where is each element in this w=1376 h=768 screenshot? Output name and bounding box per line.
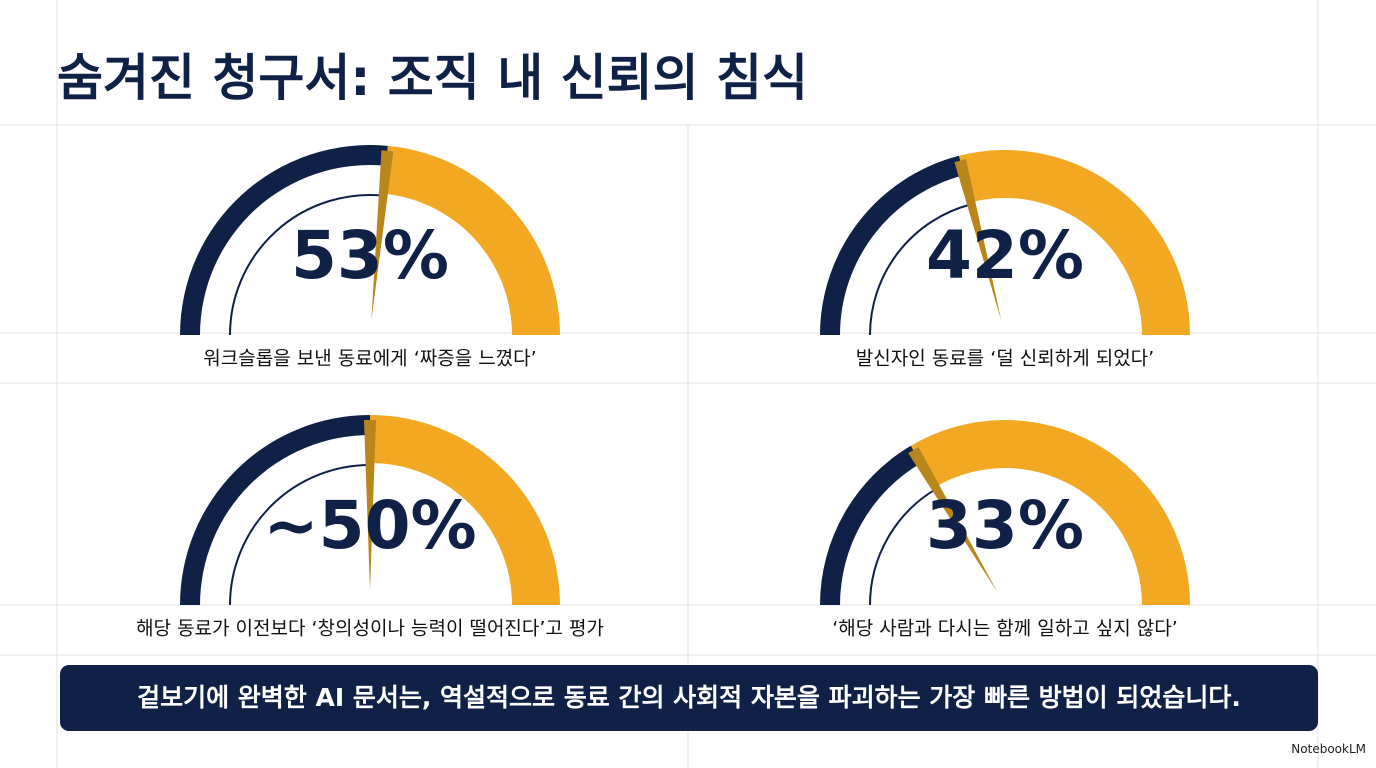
gauge-value-arc (180, 144, 388, 335)
title: 숨겨진 청구서: 조직 내 신뢰의 침식 (57, 49, 808, 107)
gauge-inner-ring (869, 203, 972, 336)
gauge-caption: ‘해당 사람과 다시는 함께 일하고 싶지 않다’ (832, 618, 1177, 640)
banner-box (60, 665, 1318, 731)
gauge-needle (371, 150, 394, 321)
gauge-value-arc (820, 155, 964, 335)
gauge-value-arc (820, 445, 922, 605)
gauge-caption: 발신자인 동료를 ‘덜 신뢰하게 되었다’ (856, 348, 1154, 370)
gauge-needle (364, 420, 376, 590)
gauge-remainder-arc (958, 150, 1190, 335)
gauge-value-label: 42% (926, 217, 1084, 294)
banner-text: 겉보기에 완벽한 AI 문서는, 역설적으로 동료 간의 사회적 자본을 파괴하… (137, 683, 1241, 712)
gauge-remainder-arc (383, 145, 560, 335)
gauge-caption: 워크슬롭을 보낸 동료에게 ‘짜증을 느꼈다’ (203, 348, 536, 370)
gauge-needle (908, 447, 998, 593)
gauge-value-label: 53% (291, 217, 449, 294)
gauges: 53% 워크슬롭을 보낸 동료에게 ‘짜증을 느꼈다’ 42% 발신자인 동료를 ‘덜… (136, 144, 1190, 640)
gauge-value-arc (180, 415, 370, 605)
brand: NotebookLM (1291, 742, 1366, 756)
gauge-caption: 해당 동료가 이전보다 ‘창의성이나 능력이 떨어진다’고 평가 (136, 618, 604, 640)
gauge-remainder-arc (370, 415, 560, 605)
gauge-inner-ring (229, 464, 371, 606)
gauge-remainder-arc (910, 419, 1190, 605)
gauge-inner-ring (229, 194, 384, 336)
gauge-value-label: ~50% (263, 487, 476, 564)
gauge-inner-ring (869, 487, 937, 606)
gauge-value-label: 33% (926, 487, 1084, 564)
gauge-needle (954, 159, 1002, 321)
